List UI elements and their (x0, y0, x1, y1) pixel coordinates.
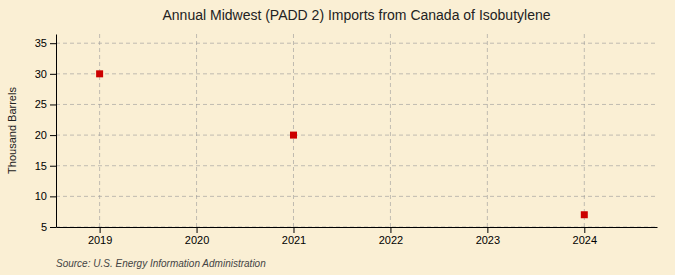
title: Annual Midwest (PADD 2) Imports from Can… (162, 7, 550, 23)
x-axis: 2019 2020 2021 2022 2023 2024 (57, 227, 658, 246)
y-axis: 5 10 15 20 25 30 35 (35, 35, 57, 234)
x-tick-label: 2023 (476, 234, 500, 246)
grid-line-x (584, 34, 585, 227)
x-tick: 2020 (185, 227, 209, 246)
point (96, 70, 103, 77)
x-tick-mark (487, 227, 488, 233)
grid-line-x (99, 34, 100, 227)
points (96, 70, 588, 218)
x-tick: 2019 (88, 227, 112, 246)
grid-line-x (487, 34, 488, 227)
grid-line-y (56, 196, 657, 197)
y-tick-label: 25 (35, 98, 47, 110)
y-tick-mark (50, 104, 56, 105)
grid (56, 34, 657, 227)
grid-line-y (56, 135, 657, 136)
y-axis-label: Thousand Barrels (6, 87, 18, 174)
grid-line-y (56, 43, 657, 44)
y-tick: 30 (35, 68, 56, 80)
y-tick-mark (50, 43, 56, 44)
point (290, 132, 297, 139)
point (581, 211, 588, 218)
source-note: Source: U.S. Energy Information Administ… (56, 258, 266, 269)
grid-line-y (56, 165, 657, 166)
y-tick-label: 20 (35, 129, 47, 141)
y-tick-label: 35 (35, 37, 47, 49)
x-tick-mark (293, 227, 294, 233)
x-tick-label: 2021 (282, 234, 306, 246)
plot-area: 2019 2020 2021 2022 2023 2024 5 10 15 20 25 30 35 (35, 34, 658, 246)
x-tick-label: 2020 (185, 234, 209, 246)
y-tick-label: 15 (35, 160, 47, 172)
grid-line-x (196, 34, 197, 227)
x-tick: 2023 (476, 227, 500, 246)
y-tick-label: 10 (35, 190, 47, 202)
y-axis-line (56, 35, 57, 228)
x-tick: 2021 (282, 227, 306, 246)
x-tick-mark (100, 227, 101, 233)
y-tick: 10 (35, 190, 56, 202)
y-tick-label: 30 (35, 68, 47, 80)
x-tick-mark (197, 227, 198, 233)
y-tick-mark (50, 135, 56, 136)
x-tick-mark (390, 227, 391, 233)
x-tick: 2024 (573, 227, 597, 246)
y-tick: 5 (41, 221, 56, 233)
x-tick-label: 2019 (88, 234, 112, 246)
chart: 2019 2020 2021 2022 2023 2024 5 10 15 20 25 30 35 Ann… (0, 0, 675, 275)
y-tick-mark (50, 227, 56, 228)
y-tick: 25 (35, 98, 56, 110)
grid-line-y (56, 227, 657, 228)
y-tick-mark (50, 196, 56, 197)
y-tick: 15 (35, 160, 56, 172)
x-tick-label: 2022 (379, 234, 403, 246)
grid-line-x (390, 34, 391, 227)
x-tick-mark (584, 227, 585, 233)
y-tick-label: 5 (41, 221, 47, 233)
y-tick: 35 (35, 37, 56, 49)
x-axis-line (57, 227, 658, 228)
y-tick: 20 (35, 129, 56, 141)
x-tick-label: 2024 (573, 234, 597, 246)
y-tick-mark (50, 74, 56, 75)
grid-line-y (56, 104, 657, 105)
grid-line-x (293, 34, 294, 227)
y-tick-mark (50, 166, 56, 167)
x-tick: 2022 (379, 227, 403, 246)
grid-line-y (56, 73, 657, 74)
